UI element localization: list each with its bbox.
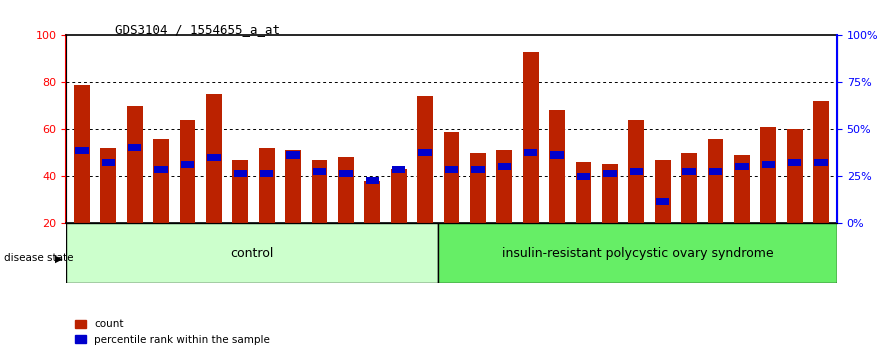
Bar: [260, 170, 273, 177]
Bar: [813, 101, 829, 223]
Bar: [181, 161, 194, 168]
Bar: [628, 120, 644, 223]
Text: insulin-resistant polycystic ovary syndrome: insulin-resistant polycystic ovary syndr…: [502, 247, 774, 259]
Bar: [100, 148, 116, 223]
FancyBboxPatch shape: [66, 223, 438, 283]
Bar: [524, 149, 537, 156]
Bar: [471, 166, 485, 173]
Bar: [577, 173, 590, 179]
Text: ▶: ▶: [55, 253, 63, 263]
Bar: [655, 160, 670, 223]
Bar: [339, 170, 352, 177]
Bar: [233, 170, 247, 177]
Bar: [575, 162, 591, 223]
Bar: [630, 168, 643, 175]
Bar: [761, 161, 775, 168]
Bar: [496, 150, 512, 223]
Bar: [180, 120, 196, 223]
Bar: [787, 129, 803, 223]
Bar: [470, 153, 485, 223]
Bar: [153, 139, 169, 223]
Bar: [418, 149, 432, 156]
Bar: [286, 152, 300, 159]
Bar: [734, 155, 750, 223]
Bar: [233, 160, 248, 223]
Bar: [707, 139, 723, 223]
Bar: [391, 169, 407, 223]
Bar: [312, 160, 328, 223]
Bar: [602, 164, 618, 223]
Bar: [656, 198, 670, 205]
Bar: [206, 94, 222, 223]
Bar: [549, 110, 565, 223]
FancyBboxPatch shape: [438, 223, 837, 283]
Bar: [788, 159, 802, 166]
Bar: [259, 148, 275, 223]
Bar: [366, 177, 379, 184]
Legend: count, percentile rank within the sample: count, percentile rank within the sample: [71, 315, 274, 349]
Bar: [709, 168, 722, 175]
Bar: [338, 157, 354, 223]
Bar: [551, 152, 564, 159]
Bar: [735, 163, 749, 170]
Bar: [498, 163, 511, 170]
Bar: [74, 85, 90, 223]
Bar: [128, 144, 142, 152]
Bar: [75, 147, 89, 154]
Bar: [154, 166, 168, 173]
Bar: [101, 159, 115, 166]
Bar: [313, 168, 326, 175]
Bar: [127, 106, 143, 223]
Text: control: control: [231, 247, 274, 259]
Bar: [285, 150, 301, 223]
Bar: [445, 166, 458, 173]
Bar: [681, 153, 697, 223]
Bar: [392, 166, 405, 173]
Bar: [814, 159, 828, 166]
Text: GDS3104 / 1554655_a_at: GDS3104 / 1554655_a_at: [115, 23, 279, 36]
Bar: [418, 96, 433, 223]
Text: disease state: disease state: [4, 253, 73, 263]
Bar: [603, 170, 617, 177]
Bar: [207, 154, 220, 161]
Bar: [760, 127, 776, 223]
Bar: [365, 181, 381, 223]
Bar: [683, 168, 696, 175]
Bar: [522, 52, 538, 223]
Bar: [444, 132, 459, 223]
